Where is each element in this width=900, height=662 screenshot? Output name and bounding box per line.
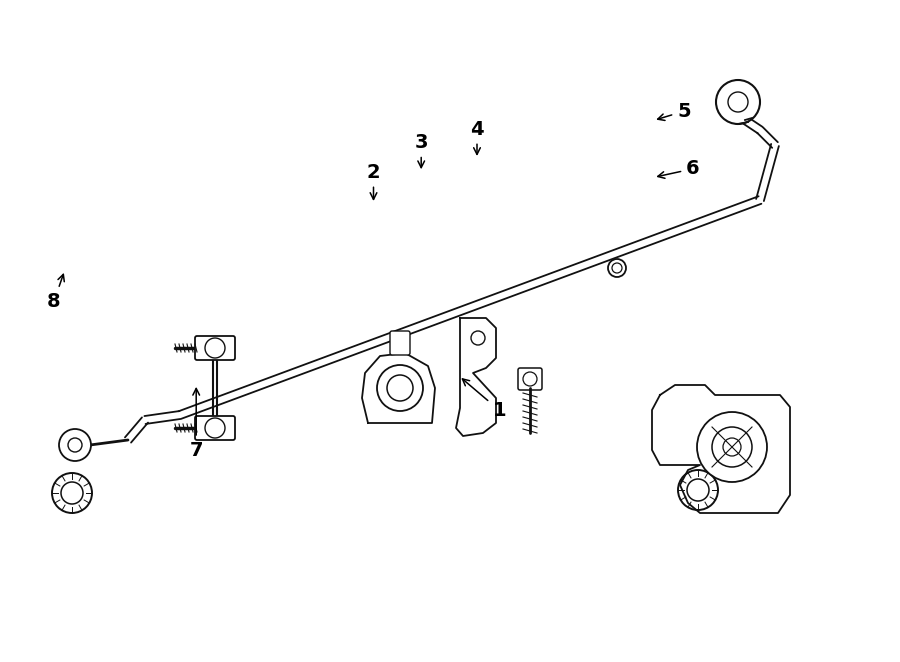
Circle shape [471,331,485,345]
Text: 8: 8 [47,274,64,310]
Circle shape [716,80,760,124]
Circle shape [377,365,423,411]
Text: 6: 6 [658,160,700,178]
Text: 5: 5 [658,102,691,120]
Circle shape [52,473,92,513]
Polygon shape [362,353,435,423]
FancyBboxPatch shape [195,416,235,440]
Circle shape [678,470,718,510]
Text: 4: 4 [470,120,484,154]
Polygon shape [456,318,496,436]
FancyBboxPatch shape [518,368,542,390]
Text: 1: 1 [463,379,507,420]
Circle shape [608,259,626,277]
Text: 7: 7 [189,389,202,459]
FancyBboxPatch shape [195,336,235,360]
Polygon shape [652,385,790,513]
Circle shape [59,429,91,461]
FancyBboxPatch shape [390,331,410,355]
Text: 3: 3 [415,133,428,167]
Circle shape [205,418,225,438]
Circle shape [205,338,225,358]
Circle shape [697,412,767,482]
Text: 2: 2 [366,163,381,199]
